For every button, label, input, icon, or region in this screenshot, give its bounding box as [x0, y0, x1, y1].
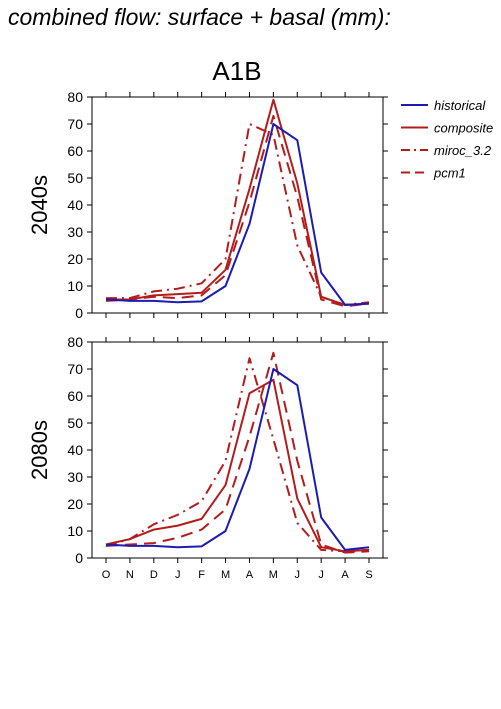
y-tick-label: 20: [67, 251, 83, 267]
y-tick-label: 70: [67, 116, 83, 132]
y-tick-label: 30: [67, 469, 83, 485]
y-tick-label: 70: [67, 361, 83, 377]
y-tick-label: 50: [67, 170, 83, 186]
legend-label: miroc_3.2: [434, 143, 492, 158]
series-line-historical: [105, 123, 370, 306]
x-tick-label: J: [318, 569, 324, 581]
x-tick-label: J: [295, 569, 301, 581]
series-line-miroc_3.2: [105, 357, 370, 553]
y-tick-label: 40: [67, 197, 83, 213]
chart-panel-2040s: 0 10 20 30 40 50 60 70 80 2040s: [27, 89, 388, 321]
x-tick-label: M: [221, 569, 230, 581]
plot-frame: [91, 96, 384, 314]
y-tick-label: 50: [67, 415, 83, 431]
chart-panel-2080s: 0 10 20 30 40 50 60 70 80 O N D J F M A M J J A S 2080s: [27, 334, 388, 581]
series-line-miroc_3.2: [106, 123, 370, 306]
legend-label: historical: [434, 98, 486, 113]
y-tick-label: 60: [67, 143, 83, 159]
y-tick-label: 10: [67, 523, 83, 539]
series-line-pcm1: [105, 351, 370, 554]
y-tick-label: 0: [75, 305, 83, 321]
y-tick-label: 10: [67, 278, 83, 294]
y-tick-label: 0: [75, 550, 83, 566]
x-tick-label: A: [246, 569, 254, 581]
x-tick-label: M: [269, 569, 278, 581]
y-tick-label: 80: [67, 334, 83, 350]
legend-label: pcm1: [433, 166, 466, 181]
y-tick-label: 30: [67, 224, 83, 240]
series-line-historical: [105, 368, 370, 551]
legend: historical composite miroc_3.2 pcm1: [401, 98, 493, 181]
y-tick-label: 60: [67, 388, 83, 404]
y-tick-label: 80: [67, 89, 83, 105]
x-tick-label: O: [102, 569, 111, 581]
panel-title: A1B: [212, 56, 261, 86]
figure-title: combined flow: surface + basal (mm):: [8, 4, 391, 30]
y-tick-label: 40: [67, 442, 83, 458]
x-tick-label: N: [126, 569, 134, 581]
x-tick-label: J: [175, 569, 181, 581]
x-tick-label: S: [365, 569, 372, 581]
plot-frame: [91, 341, 384, 559]
y-tick-label: 20: [67, 496, 83, 512]
row-label: 2080s: [27, 420, 52, 480]
x-tick-label: A: [341, 569, 349, 581]
series-line-pcm1: [105, 114, 370, 308]
row-label: 2040s: [27, 175, 52, 235]
series-line-composite: [106, 98, 370, 306]
x-tick-label: F: [198, 569, 205, 581]
x-tick-label: D: [150, 569, 158, 581]
series-line-composite: [105, 378, 370, 553]
legend-label: composite: [434, 121, 493, 136]
